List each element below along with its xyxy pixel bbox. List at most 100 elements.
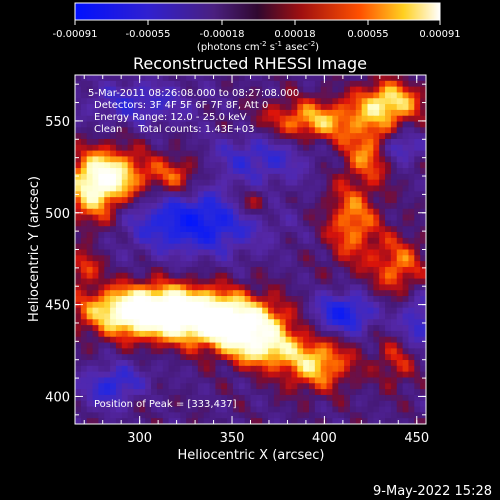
heatmap-cell xyxy=(139,144,146,152)
heatmap-cell xyxy=(80,220,88,227)
heatmap-cell xyxy=(402,272,410,280)
heatmap-cell xyxy=(86,319,94,326)
heatmap-cell xyxy=(273,243,281,251)
heatmap-cell xyxy=(256,377,263,384)
heatmap-cell xyxy=(332,255,339,262)
heatmap-cell xyxy=(80,168,88,175)
heatmap-cell xyxy=(232,127,240,134)
heatmap-cell xyxy=(256,121,263,128)
heatmap-cell xyxy=(168,342,176,349)
heatmap-cell xyxy=(361,185,369,192)
heatmap-cell xyxy=(209,191,216,198)
heatmap-cell xyxy=(156,249,164,256)
heatmap-cell xyxy=(127,354,135,361)
heatmap-cell xyxy=(390,354,398,361)
heatmap-cell xyxy=(162,296,170,303)
heatmap-cell xyxy=(285,325,293,332)
heatmap-cell xyxy=(396,365,404,373)
x-tick-label: 350 xyxy=(220,431,245,446)
heatmap-cell xyxy=(203,92,211,99)
heatmap-cell xyxy=(256,371,263,379)
heatmap-cell xyxy=(355,226,363,233)
heatmap-cell xyxy=(285,109,293,117)
heatmap-cell xyxy=(268,127,275,134)
heatmap-cell xyxy=(209,406,216,413)
heatmap-cell xyxy=(291,138,298,146)
heatmap-cell xyxy=(121,342,129,349)
heatmap-cell xyxy=(262,144,269,152)
heatmap-cell xyxy=(414,348,421,355)
heatmap-cell xyxy=(227,185,234,192)
heatmap-cell xyxy=(186,237,193,245)
heatmap-cell xyxy=(338,92,345,99)
heatmap-cell xyxy=(349,371,357,379)
heatmap-cell xyxy=(268,330,275,338)
heatmap-cell xyxy=(238,208,246,216)
heatmap-cell xyxy=(227,418,234,424)
heatmap-cell xyxy=(361,319,369,326)
heatmap-cell xyxy=(390,301,398,309)
heatmap-cell xyxy=(408,342,415,349)
heatmap-cell xyxy=(186,80,193,88)
heatmap-cell xyxy=(314,284,322,291)
heatmap-cell xyxy=(244,162,252,169)
heatmap-cell xyxy=(326,127,333,134)
heatmap-cell xyxy=(379,418,386,424)
heatmap-cell xyxy=(121,377,129,384)
heatmap-cell xyxy=(379,348,386,355)
heatmap-cell xyxy=(262,418,269,424)
heatmap-cell xyxy=(215,80,222,88)
heatmap-cell xyxy=(174,214,181,222)
heatmap-cell xyxy=(98,330,105,338)
heatmap-cell xyxy=(86,412,94,419)
heatmap-cell xyxy=(379,92,386,99)
heatmap-cell xyxy=(162,313,170,320)
heatmap-cell xyxy=(303,301,310,309)
heatmap-cell xyxy=(197,354,205,361)
heatmap-cell xyxy=(232,383,240,390)
heatmap-cell xyxy=(297,92,304,99)
heatmap-cell xyxy=(390,92,398,99)
heatmap-cell xyxy=(420,173,426,181)
heatmap-cell xyxy=(197,208,205,216)
heatmap-cell xyxy=(192,330,199,338)
heatmap-cell xyxy=(197,156,205,163)
heatmap-cell xyxy=(92,156,99,163)
heatmap-cell xyxy=(285,377,293,384)
heatmap-cell xyxy=(285,162,293,169)
heatmap-cell xyxy=(291,109,298,117)
heatmap-cell xyxy=(303,138,310,146)
heatmap-cell xyxy=(151,121,158,128)
heatmap-cell xyxy=(402,266,410,274)
heatmap-cell xyxy=(227,208,234,216)
heatmap-cell xyxy=(420,185,426,192)
heatmap-cell xyxy=(86,354,94,361)
heatmap-cell xyxy=(291,360,298,367)
heatmap-cell xyxy=(262,98,269,105)
heatmap-cell xyxy=(133,290,140,297)
heatmap-cell xyxy=(291,348,298,355)
heatmap-cell xyxy=(127,173,135,181)
heatmap-cell xyxy=(320,377,328,384)
heatmap-cell xyxy=(192,400,199,408)
heatmap-cell xyxy=(121,255,129,262)
heatmap-cell xyxy=(367,133,374,140)
heatmap-cell xyxy=(361,266,369,274)
heatmap-cell xyxy=(291,301,298,309)
heatmap-cell xyxy=(203,284,211,291)
heatmap-cell xyxy=(168,261,176,268)
heatmap-cell xyxy=(414,278,421,285)
heatmap-cell xyxy=(98,418,105,424)
heatmap-cell xyxy=(238,389,246,396)
heatmap-cell xyxy=(420,249,426,256)
heatmap-cell xyxy=(151,98,158,105)
heatmap-cell xyxy=(127,104,135,111)
heatmap-cell xyxy=(133,278,140,285)
heatmap-cell xyxy=(156,226,164,233)
heatmap-cell xyxy=(355,220,363,227)
heatmap-cell xyxy=(303,173,310,181)
heatmap-cell xyxy=(115,214,123,222)
heatmap-cell xyxy=(320,208,328,216)
heatmap-cell xyxy=(402,226,410,233)
heatmap-cell xyxy=(379,185,386,192)
